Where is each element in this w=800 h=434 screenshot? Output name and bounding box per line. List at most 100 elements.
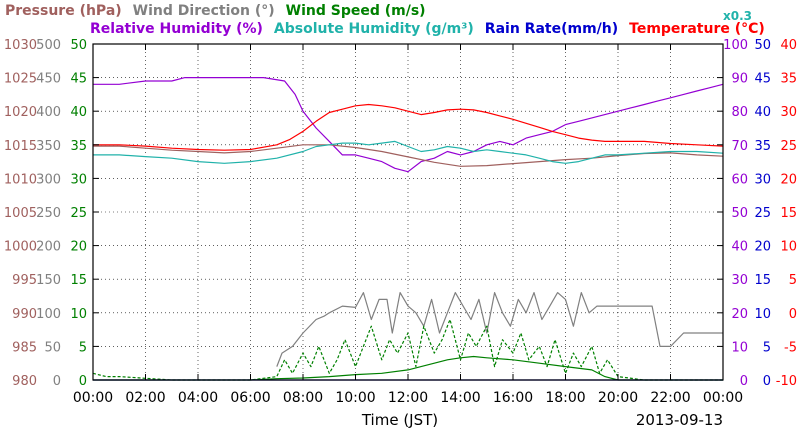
pressure-tick-label: 1015 (4, 139, 37, 154)
temperature-tick-label: 10 (780, 240, 797, 255)
temperature-tick-label: 15 (780, 206, 797, 221)
humidity-tick-label: 100 (723, 38, 748, 53)
rain-rate-tick-label: 45 (754, 72, 771, 87)
temperature-tick-label: 35 (780, 72, 797, 87)
rain-rate-tick-label: 40 (754, 105, 771, 120)
temperature-tick-label: 30 (780, 105, 797, 120)
pressure-tick-label: 1020 (4, 105, 37, 120)
x-tick-label: 10:00 (335, 390, 375, 406)
series-wind-direction-line (276, 292, 723, 367)
wind-direction-tick-label: 0 (53, 374, 61, 389)
humidity-tick-label: 50 (731, 206, 748, 221)
rain-rate-tick-label: 50 (754, 38, 771, 53)
x-tick-label: 18:00 (545, 390, 585, 406)
temperature-tick-label: 40 (780, 38, 797, 53)
humidity-tick-label: 0 (740, 374, 748, 389)
wind-direction-tick-label: 500 (36, 38, 61, 53)
humidity-tick-label: 90 (731, 72, 748, 87)
x-axis-label: Time (JST) (361, 411, 438, 429)
humidity-tick-label: 60 (731, 172, 748, 187)
legend-title: Temperature (°C) (629, 21, 765, 37)
wind-speed-tick-label: 15 (70, 273, 87, 288)
rain-rate-tick-label: 20 (754, 240, 771, 255)
humidity-tick-label: 80 (731, 105, 748, 120)
pressure-tick-label: 990 (12, 307, 37, 322)
series-temperature-c-line (93, 103, 724, 151)
legend-title: Wind Speed (m/s) (286, 3, 426, 19)
x-tick-label: 06:00 (230, 390, 270, 406)
wind-speed-tick-label: 35 (70, 139, 87, 154)
x-tick-label: 22:00 (650, 390, 690, 406)
x-tick-label: 02:00 (125, 390, 165, 406)
rain-rate-tick-label: 10 (754, 307, 771, 322)
temperature-tick-label: 25 (780, 139, 797, 154)
humidity-tick-label: 70 (731, 139, 748, 154)
rain-rate-tick-label: 30 (754, 172, 771, 187)
wind-speed-tick-label: 45 (70, 72, 87, 87)
rain-rate-tick-label: 15 (754, 273, 771, 288)
wind-direction-tick-label: 200 (36, 240, 61, 255)
scale-note: x0.3 (723, 9, 752, 23)
rain-rate-tick-label: 5 (763, 340, 771, 355)
humidity-tick-label: 30 (731, 273, 748, 288)
series-absolute-humidity-g-m-line (93, 140, 724, 164)
wind-direction-tick-label: 50 (44, 340, 61, 355)
pressure-tick-label: 1000 (4, 240, 37, 255)
x-tick-label: 00:00 (73, 390, 113, 406)
series-pressure-hpa-line (93, 144, 724, 167)
legend-title: Absolute Humidity (g/m³) (274, 21, 474, 37)
wind-speed-tick-label: 40 (70, 105, 87, 120)
temperature-tick-label: -5 (784, 340, 797, 355)
rain-rate-tick-label: 35 (754, 139, 771, 154)
legend-title: Pressure (hPa) (5, 3, 122, 19)
pressure-tick-label: 1030 (4, 38, 37, 53)
pressure-tick-label: 1005 (4, 206, 37, 221)
wind-direction-tick-label: 450 (36, 72, 61, 87)
wind-speed-tick-label: 50 (70, 38, 87, 53)
pressure-tick-label: 985 (12, 340, 37, 355)
wind-speed-tick-label: 25 (70, 206, 87, 221)
chart-grid (93, 44, 723, 380)
series-relative-humidity-line (93, 76, 724, 173)
wind-speed-tick-label: 20 (70, 240, 87, 255)
humidity-tick-label: 20 (731, 307, 748, 322)
humidity-tick-label: 40 (731, 240, 748, 255)
x-tick-label: 00:00 (703, 390, 743, 406)
temperature-tick-label: -10 (776, 374, 797, 389)
series-wind-speed-m-s-line (92, 318, 723, 381)
pressure-tick-label: 980 (12, 374, 37, 389)
x-tick-label: 16:00 (493, 390, 533, 406)
rain-rate-tick-label: 0 (763, 374, 771, 389)
temperature-tick-label: 20 (780, 172, 797, 187)
x-tick-label: 04:00 (178, 390, 218, 406)
wind-speed-tick-label: 10 (70, 307, 87, 322)
wind-direction-tick-label: 400 (36, 105, 61, 120)
x-tick-label: 12:00 (388, 390, 428, 406)
wind-direction-tick-label: 300 (36, 172, 61, 187)
temperature-tick-label: 0 (789, 307, 797, 322)
rain-rate-tick-label: 25 (754, 206, 771, 221)
wind-direction-tick-label: 150 (36, 273, 61, 288)
wind-direction-tick-label: 250 (36, 206, 61, 221)
legend-title: Rain Rate(mm/h) (485, 21, 618, 37)
x-tick-label: 14:00 (440, 390, 480, 406)
wind-direction-tick-label: 350 (36, 139, 61, 154)
wind-direction-tick-label: 100 (36, 307, 61, 322)
date-label: 2013-09-13 (636, 411, 723, 429)
x-tick-label: 20:00 (598, 390, 638, 406)
pressure-tick-label: 995 (12, 273, 37, 288)
series-wind-speed-m-s-line (93, 355, 723, 381)
wind-speed-tick-label: 0 (79, 374, 87, 389)
pressure-tick-label: 1025 (4, 72, 37, 87)
chart-axes: 1030102510201015101010051000995990985980… (4, 38, 797, 406)
legend-title: Relative Humidity (%) (90, 21, 263, 37)
wind-speed-tick-label: 5 (79, 340, 87, 355)
wind-speed-tick-label: 30 (70, 172, 87, 187)
chart-frame (92, 43, 724, 381)
chart-legend-titles: Pressure (hPa) Wind Direction (°) Wind Spe… (5, 3, 765, 37)
legend-title: Wind Direction (°) (133, 3, 275, 19)
humidity-tick-label: 10 (731, 340, 748, 355)
pressure-tick-label: 1010 (4, 172, 37, 187)
x-tick-label: 08:00 (283, 390, 323, 406)
